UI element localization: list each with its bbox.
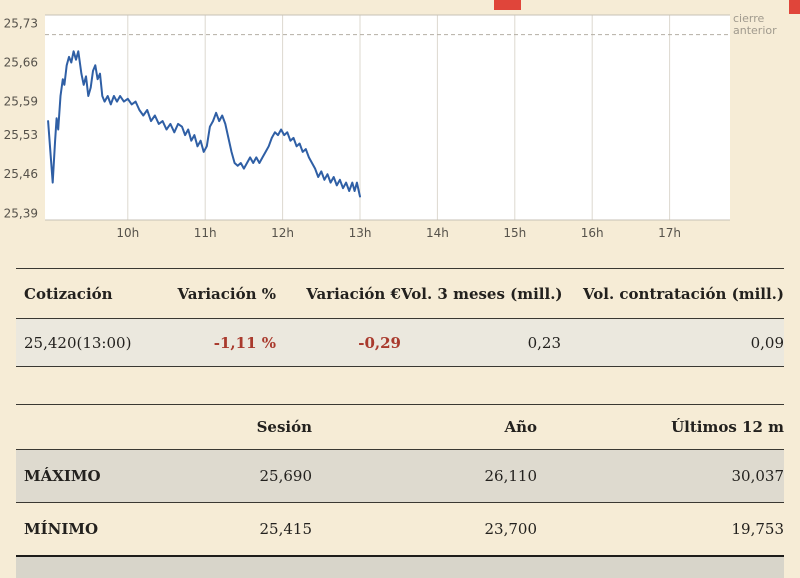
- range-header-ano: Año: [504, 418, 537, 436]
- next-row-cutoff-strip: [16, 557, 784, 578]
- svg-text:16h: 16h: [581, 226, 604, 240]
- range-row-maximo: MÁXIMO 25,690 26,110 30,037: [16, 450, 784, 503]
- svg-text:17h: 17h: [658, 226, 681, 240]
- quote-header-variacion-pct: Variación %: [177, 284, 276, 303]
- range-label-minimo: MÍNIMO: [24, 520, 99, 538]
- svg-text:25,46: 25,46: [4, 167, 38, 181]
- svg-text:13h: 13h: [349, 226, 372, 240]
- range-table: Sesión Año Últimos 12 m MÁXIMO 25,690 26…: [16, 404, 784, 578]
- range-minimo-sesion: 25,415: [259, 520, 313, 538]
- quote-value-vol-contratacion: 0,09: [750, 333, 784, 352]
- svg-text:12h: 12h: [271, 226, 294, 240]
- svg-text:25,39: 25,39: [4, 206, 38, 220]
- range-label-maximo: MÁXIMO: [24, 467, 101, 485]
- range-table-header-row: Sesión Año Últimos 12 m: [16, 405, 784, 450]
- quote-header-cotizacion: Cotización: [24, 284, 113, 303]
- quote-table: Cotización Variación % Variación € Vol. …: [16, 268, 784, 367]
- range-minimo-ano: 23,700: [484, 520, 538, 538]
- quote-header-vol-3-meses: Vol. 3 meses (mill.): [401, 284, 563, 303]
- intraday-price-chart: 25,73 25,66 25,59 25,53 25,46 25,39 10h 11h 12h 1…: [0, 0, 800, 248]
- range-maximo-ultimos-12m: 30,037: [731, 467, 785, 485]
- range-row-minimo: MÍNIMO 25,415 23,700 19,753: [16, 503, 784, 557]
- range-header-sesion: Sesión: [256, 418, 312, 436]
- quote-value-cotizacion: 25,420(13:00): [24, 333, 132, 352]
- svg-text:14h: 14h: [426, 226, 449, 240]
- quote-value-vol-3-meses: 0,23: [527, 333, 561, 352]
- svg-text:10h: 10h: [116, 226, 139, 240]
- quote-header-variacion-eur: Variación €: [306, 284, 401, 303]
- quote-table-header-row: Cotización Variación % Variación € Vol. …: [16, 269, 784, 319]
- quote-header-vol-contratacion: Vol. contratación (mill.): [583, 284, 784, 303]
- range-header-ultimos-12m: Últimos 12 m: [671, 418, 784, 436]
- svg-text:25,59: 25,59: [4, 95, 38, 109]
- quote-table-data-row: 25,420(13:00) -1,11 % -0,29 0,23 0,09: [16, 319, 784, 367]
- svg-text:25,66: 25,66: [4, 56, 38, 70]
- range-maximo-sesion: 25,690: [259, 467, 313, 485]
- top-tab-fragment-left[interactable]: [494, 0, 521, 10]
- svg-text:11h: 11h: [194, 226, 217, 240]
- svg-text:15h: 15h: [503, 226, 526, 240]
- svg-text:25,73: 25,73: [4, 16, 38, 30]
- top-tab-fragment-right[interactable]: [789, 0, 800, 14]
- svg-text:25,53: 25,53: [4, 128, 38, 142]
- previous-close-label: cierre anterior: [733, 12, 777, 38]
- quote-value-variacion-eur: -0,29: [358, 333, 401, 352]
- range-minimo-ultimos-12m: 19,753: [731, 520, 785, 538]
- range-maximo-ano: 26,110: [484, 467, 538, 485]
- price-line-chart-svg: 25,73 25,66 25,59 25,53 25,46 25,39 10h 11h 12h 1…: [4, 14, 730, 240]
- quote-value-variacion-pct: -1,11 %: [213, 333, 276, 352]
